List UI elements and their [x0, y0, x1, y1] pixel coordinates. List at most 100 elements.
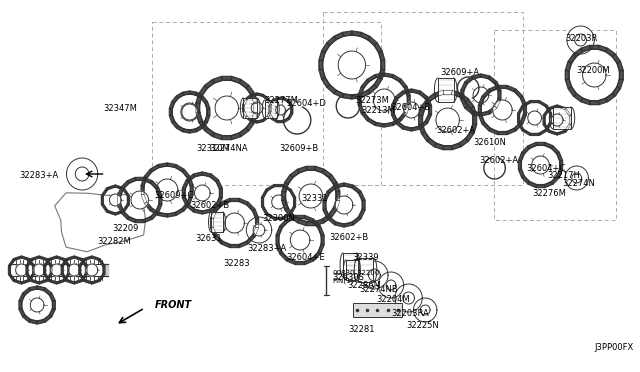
- Polygon shape: [215, 96, 239, 120]
- Text: 32604+B: 32604+B: [391, 103, 430, 112]
- Polygon shape: [262, 206, 268, 215]
- Text: 32630S: 32630S: [332, 273, 364, 282]
- Polygon shape: [195, 185, 210, 201]
- Polygon shape: [396, 121, 404, 129]
- Text: 32347M: 32347M: [103, 103, 137, 112]
- Polygon shape: [283, 185, 291, 191]
- Polygon shape: [196, 93, 202, 104]
- Polygon shape: [358, 191, 365, 201]
- Polygon shape: [560, 160, 563, 170]
- Polygon shape: [205, 128, 214, 137]
- Polygon shape: [33, 264, 45, 276]
- Text: 32204M: 32204M: [376, 295, 410, 305]
- Polygon shape: [482, 89, 490, 98]
- Polygon shape: [202, 209, 211, 214]
- Polygon shape: [99, 274, 105, 281]
- Polygon shape: [74, 280, 83, 284]
- Polygon shape: [277, 121, 284, 122]
- Polygon shape: [304, 258, 314, 264]
- Polygon shape: [557, 105, 566, 109]
- Polygon shape: [283, 213, 291, 219]
- Polygon shape: [589, 45, 599, 49]
- Polygon shape: [46, 274, 52, 281]
- Polygon shape: [335, 222, 344, 227]
- Polygon shape: [30, 298, 44, 312]
- Polygon shape: [358, 87, 364, 96]
- Text: 32225N: 32225N: [406, 321, 439, 330]
- Polygon shape: [581, 45, 590, 52]
- Polygon shape: [170, 102, 174, 109]
- Polygon shape: [118, 187, 124, 196]
- Polygon shape: [202, 172, 211, 177]
- Polygon shape: [51, 264, 63, 276]
- Bar: [265, 100, 276, 118]
- Polygon shape: [37, 286, 45, 291]
- Polygon shape: [323, 169, 332, 177]
- Polygon shape: [419, 115, 422, 125]
- Polygon shape: [360, 90, 370, 97]
- Polygon shape: [422, 94, 473, 146]
- Polygon shape: [182, 202, 190, 211]
- Polygon shape: [225, 213, 244, 233]
- Polygon shape: [318, 244, 324, 254]
- Polygon shape: [322, 77, 330, 87]
- Polygon shape: [214, 202, 223, 211]
- Polygon shape: [488, 106, 497, 114]
- Polygon shape: [507, 128, 516, 135]
- Polygon shape: [51, 266, 52, 274]
- Polygon shape: [120, 180, 159, 220]
- Polygon shape: [536, 142, 545, 145]
- Polygon shape: [378, 69, 385, 79]
- Polygon shape: [518, 122, 524, 131]
- Polygon shape: [459, 93, 468, 102]
- Polygon shape: [557, 152, 563, 161]
- Polygon shape: [150, 165, 159, 171]
- Polygon shape: [144, 169, 152, 178]
- Polygon shape: [425, 97, 431, 106]
- Polygon shape: [282, 182, 288, 192]
- Polygon shape: [63, 274, 70, 281]
- Polygon shape: [52, 301, 55, 309]
- Polygon shape: [481, 111, 490, 116]
- Polygon shape: [352, 185, 361, 193]
- Polygon shape: [246, 217, 272, 243]
- Polygon shape: [319, 60, 323, 70]
- Polygon shape: [49, 293, 55, 301]
- Polygon shape: [251, 93, 258, 104]
- Polygon shape: [419, 124, 425, 134]
- Text: 32273M: 32273M: [355, 96, 388, 105]
- Polygon shape: [342, 31, 352, 36]
- Polygon shape: [589, 101, 599, 105]
- Polygon shape: [373, 89, 395, 111]
- Polygon shape: [268, 113, 273, 119]
- Polygon shape: [79, 266, 81, 274]
- Polygon shape: [271, 118, 278, 122]
- Polygon shape: [419, 91, 428, 99]
- Polygon shape: [336, 191, 340, 201]
- Polygon shape: [288, 101, 292, 107]
- Polygon shape: [422, 99, 429, 108]
- Polygon shape: [243, 105, 244, 111]
- Polygon shape: [392, 118, 401, 125]
- Polygon shape: [598, 45, 607, 52]
- Polygon shape: [569, 49, 620, 101]
- Polygon shape: [285, 208, 293, 217]
- Polygon shape: [567, 26, 595, 54]
- Text: 32274NB: 32274NB: [360, 285, 399, 295]
- Polygon shape: [239, 128, 249, 137]
- Polygon shape: [109, 194, 121, 206]
- Polygon shape: [327, 185, 336, 193]
- Polygon shape: [276, 105, 285, 115]
- Text: 32331: 32331: [301, 193, 328, 202]
- Polygon shape: [150, 181, 159, 189]
- Polygon shape: [214, 235, 223, 244]
- Polygon shape: [221, 199, 230, 205]
- Polygon shape: [459, 138, 468, 147]
- Polygon shape: [495, 82, 501, 91]
- Polygon shape: [268, 107, 270, 113]
- Text: 32283+A: 32283+A: [247, 244, 287, 253]
- Polygon shape: [196, 103, 200, 113]
- Polygon shape: [251, 93, 257, 96]
- Polygon shape: [472, 74, 481, 79]
- Polygon shape: [295, 215, 305, 218]
